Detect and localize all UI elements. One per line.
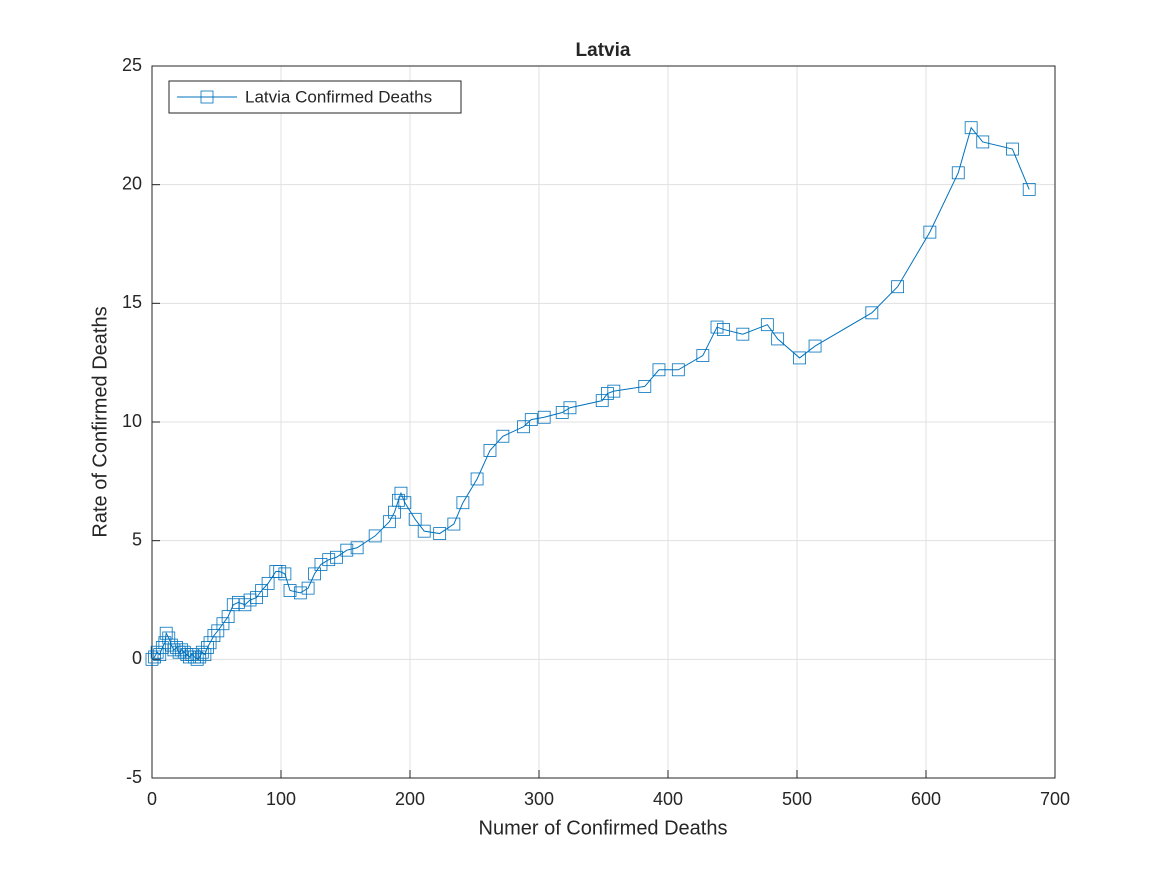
chart-title: Latvia (576, 40, 631, 61)
marker (417, 524, 431, 538)
marker (1022, 183, 1036, 196)
marker (391, 493, 405, 507)
marker (201, 641, 214, 654)
marker (148, 650, 161, 664)
x-tick-label: 400 (653, 789, 683, 809)
y-tick-label: 0 (132, 648, 142, 668)
marker (760, 318, 774, 332)
marker (145, 652, 159, 666)
marker (261, 576, 275, 590)
marker (394, 486, 408, 500)
marker (330, 550, 343, 564)
marker (273, 565, 287, 578)
marker (177, 645, 191, 659)
marker (555, 406, 569, 419)
marker (447, 517, 461, 531)
marker (170, 641, 183, 654)
marker (243, 593, 257, 607)
legend-label: Latvia Confirmed Deaths (245, 87, 432, 106)
marker (398, 496, 412, 510)
marker (638, 379, 652, 393)
marker (308, 567, 321, 581)
marker (736, 327, 750, 341)
marker (600, 387, 614, 400)
x-tick-label: 0 (147, 789, 157, 809)
marker (717, 323, 730, 336)
marker (671, 363, 685, 377)
marker (203, 636, 217, 650)
marker (891, 280, 905, 294)
y-tick-label: -5 (126, 767, 142, 787)
y-axis-label: Rate of Confirmed Deaths (89, 306, 111, 537)
marker (923, 225, 937, 239)
marker (524, 413, 538, 427)
marker (175, 643, 189, 657)
marker (350, 541, 364, 555)
marker (164, 638, 178, 652)
marker (607, 384, 621, 398)
marker (150, 645, 164, 659)
marker (470, 472, 484, 486)
marker (865, 306, 879, 320)
marker (382, 515, 396, 529)
marker (964, 121, 978, 135)
marker (322, 553, 336, 567)
marker (483, 444, 497, 457)
marker (195, 645, 209, 659)
marker (976, 135, 990, 149)
marker (250, 591, 263, 605)
marker (314, 558, 328, 571)
marker (951, 166, 965, 180)
marker (216, 617, 230, 631)
marker (185, 648, 199, 661)
y-tick-label: 10 (122, 411, 142, 431)
marker (283, 584, 297, 597)
marker (517, 420, 530, 434)
marker (190, 652, 204, 666)
y-tick-label: 20 (122, 173, 142, 193)
marker (496, 429, 510, 443)
marker (278, 567, 292, 581)
x-tick-label: 100 (266, 789, 296, 809)
marker (238, 598, 252, 612)
x-tick-label: 500 (782, 789, 812, 809)
marker (710, 320, 724, 334)
marker (808, 339, 822, 353)
marker (433, 527, 447, 540)
marker (211, 624, 225, 638)
marker (696, 349, 710, 362)
marker (408, 512, 422, 526)
marker (1006, 142, 1019, 156)
x-tick-label: 600 (911, 789, 941, 809)
x-axis-label: Numer of Confirmed Deaths (479, 817, 728, 839)
marker (652, 363, 666, 377)
marker (200, 90, 214, 104)
y-tick-label: 15 (122, 292, 142, 312)
marker (771, 332, 785, 346)
line (151, 126, 1030, 661)
marker (255, 584, 269, 597)
marker (595, 394, 609, 408)
marker (793, 351, 806, 365)
marker (456, 496, 470, 510)
marker (193, 650, 207, 664)
marker (167, 643, 181, 657)
marker (340, 543, 354, 557)
axes-box (151, 65, 1056, 779)
x-tick-label: 200 (395, 789, 425, 809)
marker (293, 586, 307, 600)
marker (537, 410, 551, 424)
x-tick-label: 300 (524, 789, 554, 809)
marker (368, 529, 382, 543)
y-tick-label: 5 (132, 529, 142, 549)
marker (301, 581, 315, 595)
y-tick-label: 25 (122, 55, 142, 75)
x-tick-label: 700 (1040, 789, 1070, 809)
marker (563, 401, 577, 415)
marker (207, 629, 221, 642)
